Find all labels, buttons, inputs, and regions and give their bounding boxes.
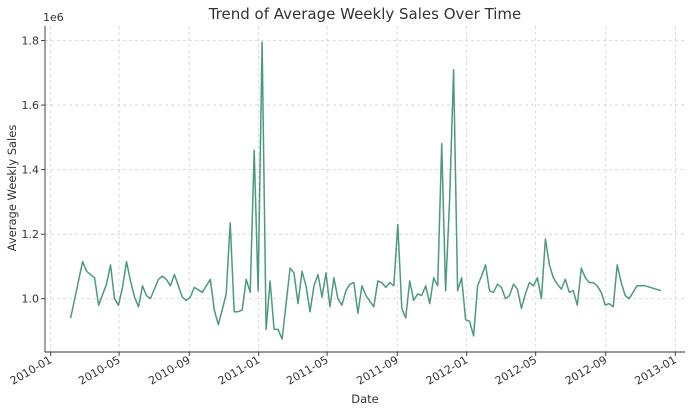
y-tick-label: 1.2 [22,228,40,241]
x-tick-label: 2012-01 [424,353,470,387]
x-tick-label: 2010-09 [146,353,192,387]
x-tick-label: 2011-09 [354,353,400,387]
x-tick-label: 2012-05 [493,353,539,387]
x-tick-label: 2011-01 [216,353,262,387]
tick-labels: 1.0 1.2 1.4 1.6 1.8 2010-01 2010-05 2010-09 2011… [8,35,679,388]
series-line [69,41,662,340]
x-tick-label: 2011-05 [284,353,330,387]
x-tick-label: 2010-01 [8,353,54,387]
y-tick-label: 1.4 [22,164,40,177]
y-axis-label: Average Weekly Sales [5,125,19,252]
x-axis-label: Date [351,392,379,406]
axes [41,26,685,356]
x-tick-label: 2010-05 [76,353,122,387]
y-tick-label: 1.6 [22,99,40,112]
x-tick-label: 2012-09 [563,353,609,387]
x-tick-label: 2013-01 [633,353,679,387]
series-layer [69,41,662,340]
y-tick-label: 1.0 [22,293,40,306]
y-tick-label: 1.8 [22,35,40,48]
chart-title: Trend of Average Weekly Sales Over Time [208,5,522,23]
y-offset-label: 1e6 [43,11,64,24]
grid-lines [45,26,685,352]
